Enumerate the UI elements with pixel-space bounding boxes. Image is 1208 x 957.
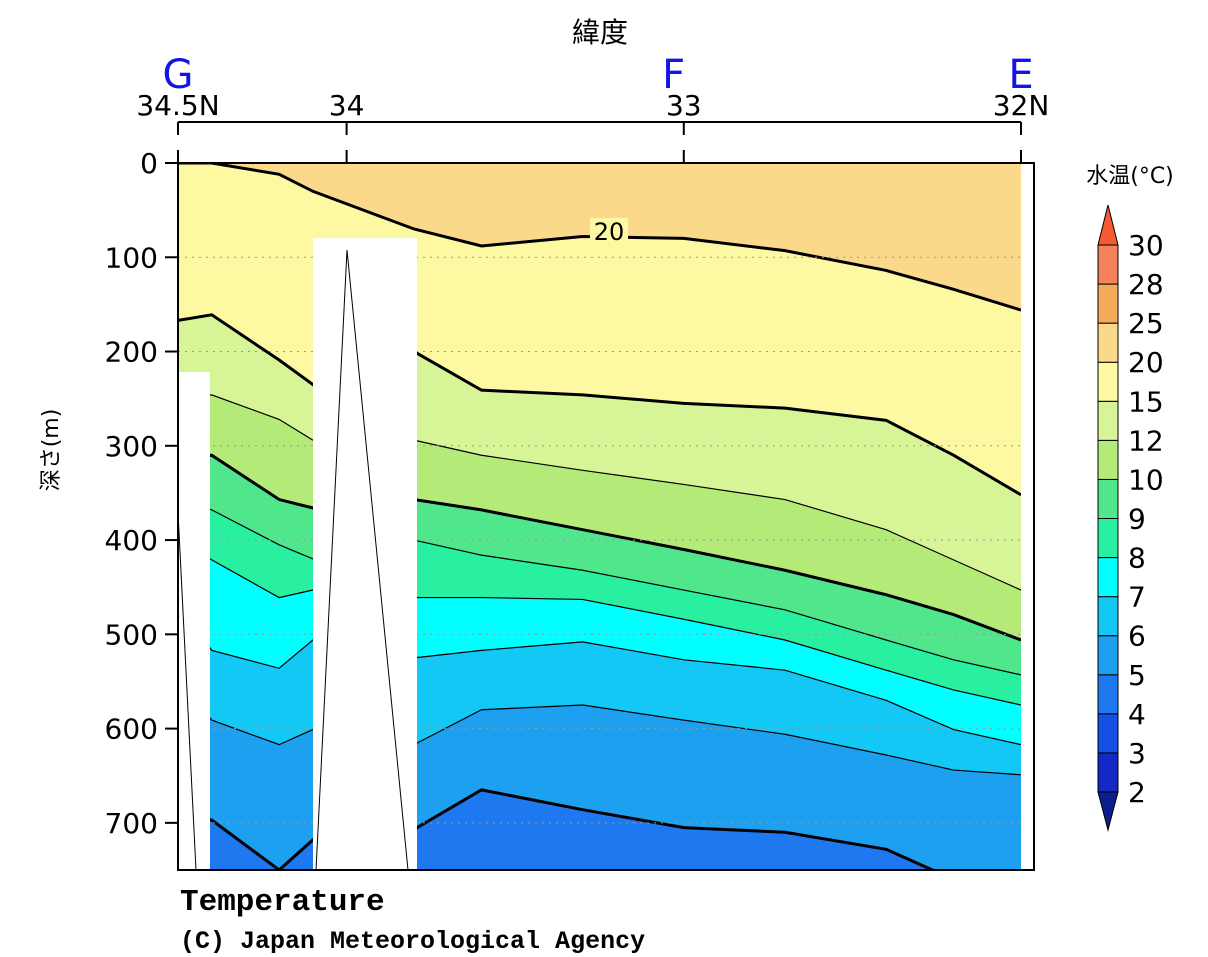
y-tick-label: 0 xyxy=(140,147,158,180)
station-label: E xyxy=(1008,52,1033,98)
y-tick-label: 300 xyxy=(105,430,158,463)
x-tick-label: 34 xyxy=(329,89,365,122)
bottom-line xyxy=(315,249,409,871)
colorbar-segment xyxy=(1097,635,1119,676)
isotherm xyxy=(178,539,1021,706)
colorbar-segment xyxy=(1097,596,1119,637)
colorbar-label: 20 xyxy=(1128,346,1164,379)
contour-label-bg xyxy=(590,218,628,244)
colorbar-label: 2 xyxy=(1128,776,1146,809)
y-tick-label: 600 xyxy=(105,713,158,746)
colorbar-segment xyxy=(1097,322,1119,363)
colorbar-label: 6 xyxy=(1128,620,1146,653)
colorbar-label: 10 xyxy=(1128,463,1164,496)
colorbar-label: 15 xyxy=(1128,385,1164,418)
x-tick-label: 32N xyxy=(993,89,1050,122)
isotherm xyxy=(178,679,1021,776)
colorbar-label: 4 xyxy=(1128,698,1146,731)
no-data-mask xyxy=(313,238,417,870)
x-tick-label: 34.5N xyxy=(136,89,219,122)
colorbar-label: 12 xyxy=(1128,424,1164,457)
colorbar-label: 9 xyxy=(1128,503,1146,536)
contour-label: 20 xyxy=(594,218,625,246)
colorbar-segment xyxy=(1097,361,1119,402)
colorbar-segment xyxy=(1097,557,1119,598)
colorbar-label: 28 xyxy=(1128,268,1164,301)
contour-fill xyxy=(178,163,1021,870)
isotherm xyxy=(178,788,937,870)
y-axis-title: 深さ(m) xyxy=(39,409,64,492)
colorbar-label: 7 xyxy=(1128,581,1146,614)
colorbar-under xyxy=(1097,791,1119,832)
colorbar-segment xyxy=(1097,439,1119,480)
y-tick-label: 400 xyxy=(105,524,158,557)
colorbar-title: 水温(°C) xyxy=(1086,164,1174,189)
colorbar-segment xyxy=(1097,518,1119,559)
x-tick-label: 33 xyxy=(666,89,702,122)
caption: Temperature xyxy=(180,885,385,920)
bottom-line xyxy=(177,511,197,871)
colorbar-segment xyxy=(1097,478,1119,519)
y-tick-label: 100 xyxy=(105,241,158,274)
isotherm xyxy=(178,599,1021,746)
isotherm xyxy=(178,453,1021,642)
credit: (C) Japan Meteorological Agency xyxy=(180,927,645,956)
plot-frame xyxy=(177,162,1035,871)
no-data-mask xyxy=(178,372,210,870)
colorbar-label: 30 xyxy=(1128,229,1164,262)
colorbar-segment xyxy=(1097,244,1119,285)
isotherm xyxy=(178,498,1021,676)
y-tick-label: 500 xyxy=(105,618,158,651)
colorbar-segment xyxy=(1097,400,1119,441)
colorbar-label: 25 xyxy=(1128,307,1164,340)
colorbar-segment xyxy=(1097,752,1119,793)
y-tick-label: 200 xyxy=(105,336,158,369)
station-label: G xyxy=(163,52,194,98)
colorbar-segment xyxy=(1097,283,1119,324)
colorbar-over xyxy=(1097,204,1119,246)
colorbar-label: 5 xyxy=(1128,659,1146,692)
x-axis-title: 緯度 xyxy=(572,16,628,49)
y-tick-label: 700 xyxy=(105,807,158,840)
colorbar-label: 3 xyxy=(1128,737,1146,770)
colorbar-segment xyxy=(1097,674,1119,715)
colorbar-label: 8 xyxy=(1128,542,1146,575)
isotherm xyxy=(178,163,1021,312)
colorbar-segment xyxy=(1097,713,1119,754)
isotherm xyxy=(178,313,1021,497)
colorbar: 2 3 4 5 6 7 8 9 10 12 15 20 25 28 30 xyxy=(1097,204,1164,832)
isotherm xyxy=(178,394,1021,591)
station-label: F xyxy=(662,52,685,98)
